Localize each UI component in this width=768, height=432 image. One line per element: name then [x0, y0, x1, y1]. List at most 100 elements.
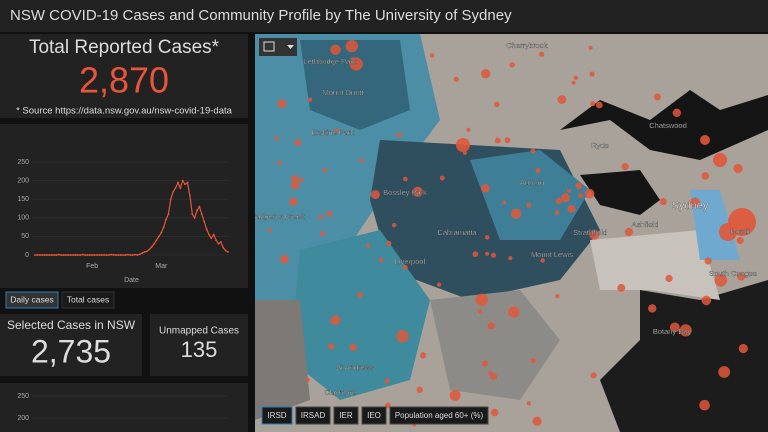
- data-point: [41, 254, 44, 256]
- map-tab-label[interactable]: Population aged 60+ (%): [395, 411, 484, 420]
- data-point: [198, 205, 201, 208]
- region: [290, 230, 430, 400]
- case-dot: [494, 101, 500, 108]
- case-dot: [589, 229, 600, 240]
- data-point: [174, 187, 177, 189]
- data-point: [208, 233, 210, 236]
- map-tab[interactable]: [333, 406, 359, 425]
- place-label: Badgerys Creek: [251, 212, 305, 221]
- data-point: [191, 213, 194, 215]
- case-dot: [386, 240, 392, 246]
- data-point: [219, 241, 222, 243]
- y-tick-label: 0: [25, 252, 29, 259]
- place-label: Mount Druitt: [323, 88, 365, 97]
- case-dot: [530, 148, 536, 154]
- tab[interactable]: [61, 291, 115, 309]
- case-dot: [439, 175, 445, 181]
- map-tab[interactable]: [361, 406, 387, 425]
- case-dot: [504, 137, 511, 144]
- map-tab-label[interactable]: IER: [339, 411, 353, 420]
- case-dot: [396, 132, 402, 138]
- tab-label[interactable]: Daily cases: [10, 294, 53, 304]
- data-point: [188, 194, 191, 197]
- map-tab-label[interactable]: IRSD: [267, 411, 286, 420]
- case-dot: [738, 343, 748, 354]
- place-label: South Coogee: [709, 269, 757, 278]
- case-dot: [704, 257, 712, 265]
- data-point: [196, 209, 198, 212]
- case-dot: [453, 76, 459, 82]
- case-dot: [466, 127, 471, 132]
- water: [560, 90, 768, 160]
- data-point: [53, 254, 55, 256]
- data-point: [43, 254, 46, 256]
- region: [300, 40, 410, 130]
- case-dot: [334, 127, 339, 133]
- case-dot: [540, 258, 545, 263]
- case-dot: [589, 71, 595, 77]
- case-dot: [318, 215, 323, 220]
- place-label: Ashfield: [632, 220, 659, 229]
- data-point: [79, 254, 82, 256]
- case-dot: [359, 158, 364, 163]
- case-dot: [456, 138, 470, 152]
- data-point: [153, 242, 156, 245]
- case-dots: [268, 39, 756, 427]
- map-tab[interactable]: [389, 406, 489, 425]
- selected-panel: [0, 314, 142, 376]
- case-dot: [590, 372, 597, 379]
- case-dot: [484, 235, 490, 240]
- map-tab[interactable]: [295, 406, 331, 425]
- data-point: [222, 246, 225, 249]
- data-point: [143, 251, 146, 253]
- unmapped-panel: [150, 314, 248, 376]
- data-point: [88, 254, 91, 256]
- total-note: * Source https://data.nsw.gov.au/nsw-cov…: [16, 106, 233, 117]
- case-dot: [578, 193, 583, 199]
- y-tick-label: 250: [17, 393, 29, 400]
- data-point: [36, 254, 39, 256]
- data-point: [165, 218, 167, 221]
- region: [590, 230, 720, 300]
- case-dot: [396, 330, 409, 343]
- data-point: [124, 254, 127, 256]
- tab[interactable]: [5, 291, 59, 309]
- data-point: [131, 254, 134, 256]
- x-tick-label: Feb: [86, 263, 98, 270]
- data-point: [55, 254, 58, 256]
- case-dot: [419, 352, 427, 359]
- case-dot: [595, 101, 603, 109]
- case-dot: [370, 190, 380, 200]
- tab-label[interactable]: Total cases: [67, 294, 110, 304]
- y-tick-label: 50: [21, 233, 29, 240]
- map-tab[interactable]: [261, 406, 293, 425]
- map-tab-label[interactable]: IEO: [367, 411, 381, 420]
- y-tick-label: 250: [17, 159, 29, 166]
- map-tab-label[interactable]: IRSAD: [301, 411, 326, 420]
- data-point: [115, 254, 117, 256]
- map[interactable]: Lethbridge Park Mount Druitt Erskine Park B…: [251, 34, 768, 432]
- case-dot: [350, 57, 355, 62]
- place-label: St Andrews: [336, 363, 374, 372]
- data-point: [205, 228, 208, 230]
- case-dot: [357, 292, 363, 298]
- case-dot: [555, 294, 560, 299]
- case-dot: [567, 205, 576, 213]
- case-dot: [345, 39, 359, 53]
- case-dot: [557, 95, 567, 104]
- case-dot: [584, 188, 595, 199]
- data-point: [69, 254, 72, 256]
- data-point: [74, 254, 77, 256]
- case-dot: [291, 175, 299, 183]
- data-point: [60, 254, 63, 256]
- case-dot: [699, 399, 710, 411]
- data-point: [107, 254, 110, 256]
- case-dot: [299, 177, 304, 183]
- place-label: Ryde: [591, 141, 609, 150]
- data-point: [162, 226, 165, 229]
- dropdown-icon: [287, 45, 294, 49]
- place-label: Cherrybrook: [506, 41, 548, 50]
- data-point: [146, 250, 148, 253]
